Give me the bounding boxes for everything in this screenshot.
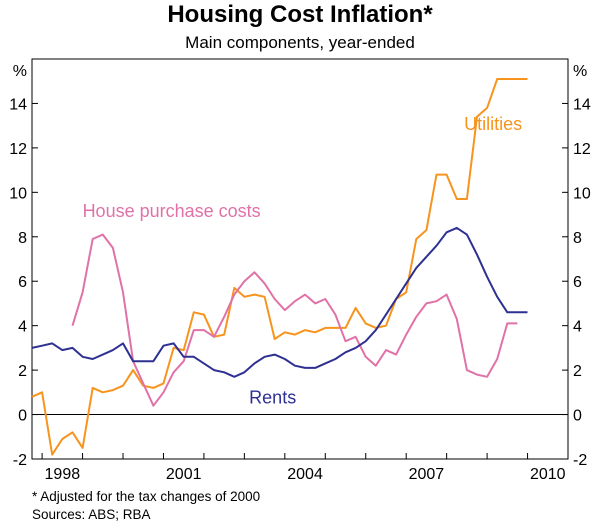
footnote-sources: Sources: ABS; RBA: [32, 507, 151, 522]
y-tick-label-right: 4: [573, 319, 582, 336]
y-tick-label-right: 0: [573, 408, 582, 425]
y-tick-label-left: 12: [9, 141, 27, 158]
y-tick-label-left: 6: [18, 274, 27, 291]
rents-label: Rents: [249, 387, 296, 407]
rents-line: [31, 226, 528, 378]
y-tick-label-left: 8: [18, 230, 27, 247]
series-label-layer: Utilities House purchase costs Rents: [83, 114, 523, 407]
x-tick-label: 1998: [45, 466, 81, 483]
y-tick-label-right: 12: [573, 141, 591, 158]
utilities-line: [31, 78, 528, 456]
chart-subtitle: Main components, year-ended: [185, 33, 415, 52]
y-tick-label-left: 4: [18, 319, 27, 336]
y-tick-label-left: 0: [18, 408, 27, 425]
y-unit-left: %: [13, 63, 27, 80]
y-tick-label-right: -2: [573, 452, 587, 469]
x-tick-label: 2010: [530, 466, 566, 483]
y-tick-label-left: 2: [18, 363, 27, 380]
footnote-adjustment: * Adjusted for the tax changes of 2000: [32, 489, 261, 504]
x-tick-label: 2001: [166, 466, 202, 483]
y-tick-label-left: 10: [9, 185, 27, 202]
y-tick-label-right: 8: [573, 230, 582, 247]
y-tick-label-right: 6: [573, 274, 582, 291]
x-tick-label: 2004: [287, 466, 323, 483]
series-layer: [31, 78, 528, 456]
y-tick-label-left: -2: [13, 452, 27, 469]
chart-title: Housing Cost Inflation*: [167, 1, 433, 28]
y-tick-label-right: 14: [573, 96, 591, 113]
axes-layer: -2 -2 0 0 2 2 4 4 6 6 8 8 10 10 12 12 14 14% % 1998 2001 2004…: [9, 63, 591, 483]
utilities-label: Utilities: [464, 114, 522, 134]
house-purchase-costs-line: [71, 233, 518, 407]
house-purchase-costs-label: House purchase costs: [83, 201, 261, 221]
y-tick-label-left: 14: [9, 96, 27, 113]
x-tick-label: 2007: [409, 466, 445, 483]
y-tick-label-right: 2: [573, 363, 582, 380]
y-unit-right: %: [573, 63, 587, 80]
y-tick-label-right: 10: [573, 185, 591, 202]
plot-frame: [31, 58, 569, 460]
